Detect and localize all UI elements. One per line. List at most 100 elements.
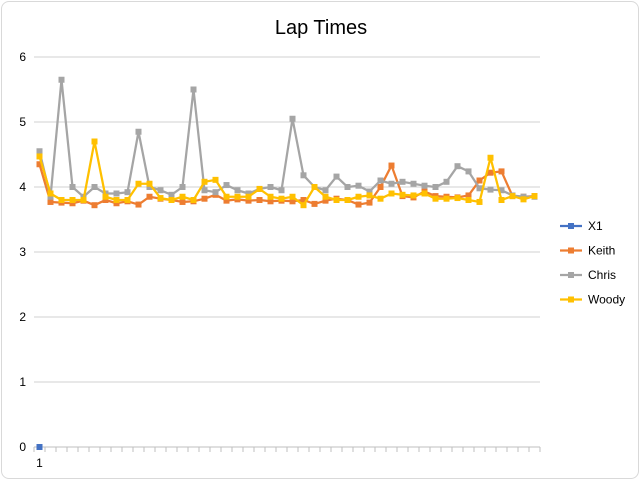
data-point [102, 193, 109, 200]
legend-label: Chris [588, 268, 616, 282]
series-group [36, 76, 538, 450]
data-point [201, 178, 208, 185]
data-point [333, 197, 340, 203]
data-point [201, 195, 208, 202]
series-line [38, 78, 535, 198]
y-tick-label: 2 [19, 310, 26, 324]
data-point [256, 185, 263, 192]
data-point [465, 192, 472, 199]
data-point [454, 195, 461, 202]
data-point [91, 138, 98, 145]
y-tick-label: 3 [19, 245, 26, 259]
data-point [223, 193, 230, 200]
data-point [124, 197, 131, 203]
data-point [476, 198, 483, 205]
data-point [432, 195, 439, 202]
data-point [377, 177, 384, 184]
data-point [36, 161, 43, 168]
y-tick-label: 1 [19, 375, 26, 389]
data-point [300, 202, 307, 209]
data-point [300, 197, 307, 203]
data-point [36, 148, 43, 155]
data-point [245, 190, 252, 197]
data-point [443, 178, 450, 185]
data-point [366, 199, 373, 206]
data-point [146, 180, 153, 187]
series-x1 [36, 444, 43, 450]
data-point [509, 193, 516, 200]
data-point [311, 200, 318, 207]
series-line [38, 140, 535, 207]
legend: X1 Keith Chris Woody [560, 219, 625, 307]
data-point [476, 177, 483, 184]
legend-item: Chris [560, 268, 616, 282]
data-point [102, 197, 109, 203]
data-point [146, 193, 153, 200]
data-point [531, 193, 538, 200]
data-point [47, 193, 54, 200]
data-point [388, 190, 395, 197]
data-point [157, 195, 164, 202]
data-point [487, 169, 494, 176]
data-point [311, 184, 318, 190]
data-point [355, 193, 362, 200]
chart-title: Lap Times [275, 17, 367, 39]
gridlines [34, 56, 540, 383]
data-point [344, 197, 351, 203]
data-point [498, 168, 505, 175]
data-point [399, 191, 406, 198]
data-point [410, 180, 417, 187]
data-point [113, 197, 120, 203]
data-point [322, 193, 329, 200]
data-point [190, 86, 197, 93]
series-chris [36, 76, 538, 200]
data-point [69, 200, 76, 207]
legend-marker [568, 223, 574, 229]
data-point [168, 197, 175, 203]
data-point [245, 197, 252, 204]
legend-label: Keith [588, 244, 615, 258]
legend-item: X1 [560, 219, 603, 233]
data-point [443, 195, 450, 202]
data-point [146, 184, 153, 190]
data-point [201, 187, 208, 194]
data-point [135, 128, 142, 135]
data-point [465, 168, 472, 175]
data-point [289, 193, 296, 200]
data-point [212, 189, 219, 196]
series-woody [36, 138, 538, 209]
data-point [267, 184, 274, 190]
data-point [421, 190, 428, 197]
data-point [58, 76, 65, 83]
data-point [487, 154, 494, 161]
data-point [366, 192, 373, 199]
data-point [91, 202, 98, 209]
data-point [91, 184, 98, 190]
data-point [322, 187, 329, 194]
data-point [135, 180, 142, 187]
data-point [421, 182, 428, 189]
data-point [300, 172, 307, 179]
series-line [38, 163, 535, 207]
data-point [212, 176, 219, 183]
legend-item: Woody [560, 293, 625, 307]
data-point [113, 190, 120, 197]
data-point [322, 197, 329, 204]
data-point [69, 184, 76, 190]
data-point [410, 192, 417, 199]
data-point [234, 187, 241, 194]
y-tick-label: 6 [19, 50, 26, 64]
legend-marker [568, 272, 574, 278]
legend-marker [568, 296, 574, 303]
y-tick-label: 0 [19, 440, 26, 454]
data-point [399, 178, 406, 185]
y-axis: 0 1 2 3 4 5 6 [19, 50, 26, 454]
x-axis: 1 [33, 446, 541, 470]
data-point [190, 197, 197, 203]
data-point [168, 191, 175, 198]
data-point [36, 153, 43, 160]
data-point [267, 198, 274, 205]
data-point [498, 197, 505, 203]
